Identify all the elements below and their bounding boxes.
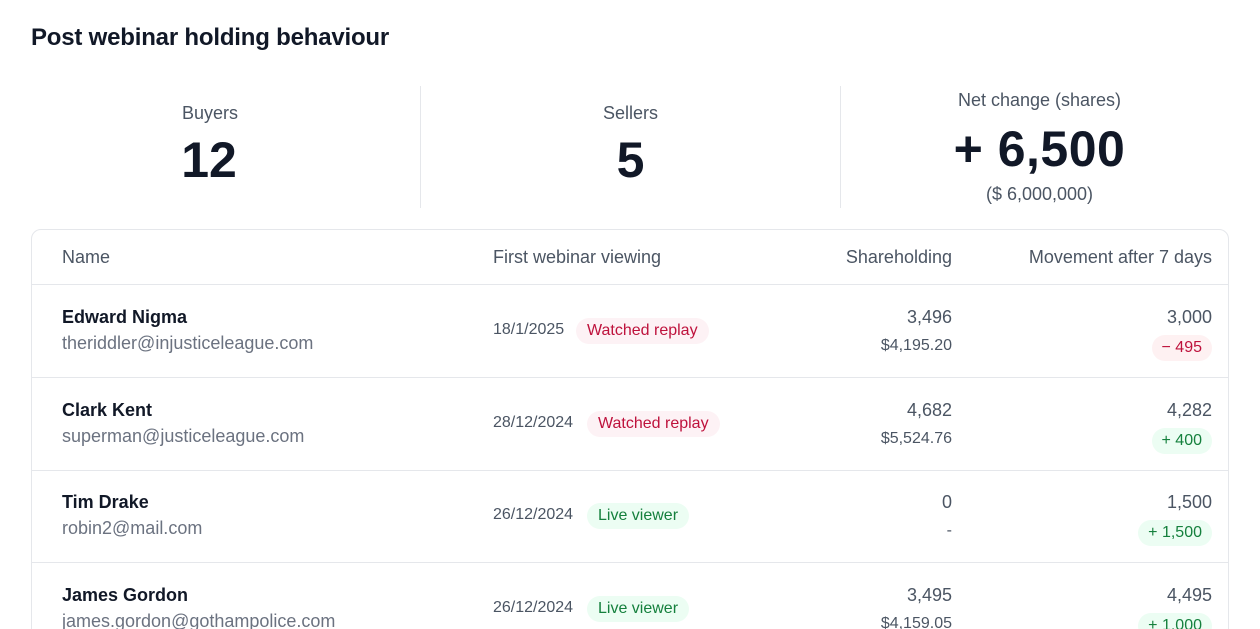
holder-email: theriddler@injusticeleague.com [62, 333, 314, 353]
table-row[interactable]: Edward Nigma theriddler@injusticeleague.… [32, 285, 1228, 378]
viewing-status-badge: Live viewer [587, 503, 690, 529]
holder-name: Edward Nigma [62, 307, 188, 327]
shareholding-usd: $4,159.05 [880, 615, 952, 629]
shareholding-value: 0 [941, 492, 952, 512]
table-row[interactable]: Tim Drake robin2@mail.com 26/12/2024 Liv… [32, 470, 1228, 563]
table-header: Name First webinar viewing Shareholding … [32, 230, 1228, 285]
shareholding-usd: - [946, 522, 952, 539]
shareholding-value: 3,496 [906, 307, 952, 327]
column-header-name[interactable]: Name [62, 247, 111, 267]
movement-delta-badge: + 1,000 [1138, 613, 1212, 629]
shareholding-usd: $4,195.20 [880, 337, 952, 354]
holder-email: robin2@mail.com [62, 518, 203, 538]
holdings-table: Name First webinar viewing Shareholding … [31, 229, 1229, 629]
shareholding-value: 3,495 [906, 585, 952, 605]
stat-buyers-label: Buyers [181, 103, 239, 123]
table-row[interactable]: James Gordon james.gordon@gothampolice.c… [32, 563, 1228, 629]
movement-delta-badge: + 400 [1151, 428, 1212, 454]
movement-value: 3,000 [1166, 307, 1212, 327]
stat-net-change: Net change (shares) + 6,500 ($ 6,000,000… [841, 86, 1260, 208]
viewing-status-badge: Watched replay [587, 411, 720, 437]
viewing-status-badge: Live viewer [587, 596, 690, 622]
holder-email: superman@justiceleague.com [62, 426, 305, 446]
movement-value: 4,495 [1166, 585, 1212, 605]
viewing-date: 26/12/2024 [493, 506, 574, 523]
movement-delta-badge: + 1,500 [1138, 520, 1212, 546]
summary-stats: Buyers 12 Sellers 5 Net change (shares) … [0, 86, 1260, 208]
stat-divider [420, 86, 421, 208]
stat-sellers-label: Sellers [602, 103, 659, 123]
stat-net-value: + 6,500 [953, 121, 1126, 177]
movement-value: 4,282 [1166, 400, 1212, 420]
viewing-date: 18/1/2025 [493, 321, 565, 338]
column-header-movement[interactable]: Movement after 7 days [1028, 247, 1212, 267]
column-header-shareholding[interactable]: Shareholding [845, 247, 952, 267]
shareholding-value: 4,682 [906, 400, 952, 420]
holder-name: James Gordon [62, 585, 189, 605]
stat-net-label: Net change (shares) [957, 90, 1122, 110]
stat-divider [840, 86, 841, 208]
movement-value: 1,500 [1166, 492, 1212, 512]
viewing-date: 26/12/2024 [493, 599, 574, 616]
page-title: Post webinar holding behaviour [31, 24, 390, 51]
holder-name: Clark Kent [62, 400, 153, 420]
stat-net-usd: ($ 6,000,000) [985, 184, 1094, 204]
stat-sellers: Sellers 5 [421, 86, 840, 208]
viewing-status-badge: Watched replay [576, 318, 709, 344]
holder-name: Tim Drake [62, 492, 149, 512]
stat-buyers-value: 12 [181, 132, 237, 188]
shareholding-usd: $5,524.76 [880, 430, 952, 447]
stat-buyers: Buyers 12 [0, 86, 420, 208]
stat-sellers-value: 5 [616, 132, 645, 188]
movement-delta-badge: − 495 [1151, 335, 1212, 361]
column-header-first-viewing[interactable]: First webinar viewing [493, 247, 662, 267]
holder-email: james.gordon@gothampolice.com [62, 611, 336, 629]
viewing-date: 28/12/2024 [493, 414, 574, 431]
table-row[interactable]: Clark Kent superman@justiceleague.com 28… [32, 378, 1228, 471]
